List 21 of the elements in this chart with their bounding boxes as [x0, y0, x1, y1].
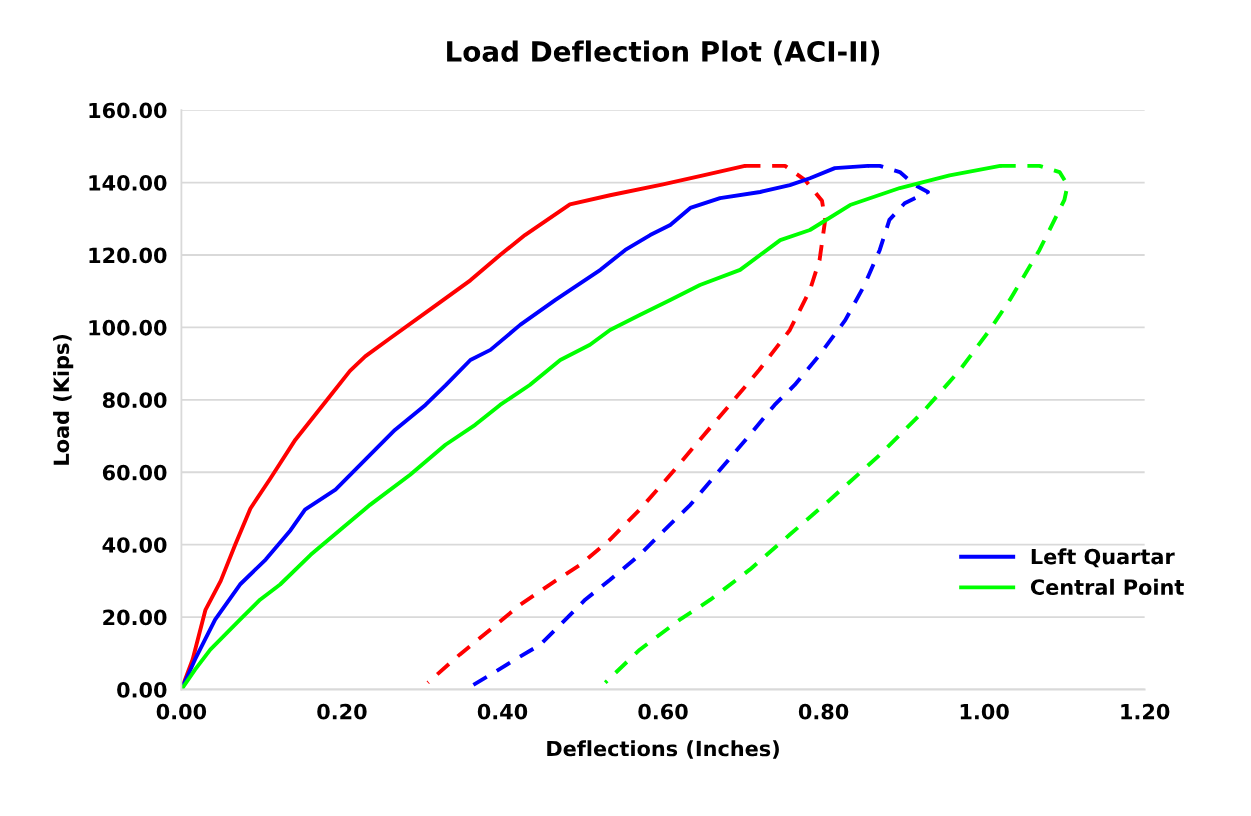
y-axis-title: Load (Kips)	[53, 334, 74, 465]
x-tick-label: 0.40	[477, 703, 528, 720]
y-tick-label: 100.00	[89, 319, 167, 336]
x-tick-label: 1.20	[1121, 703, 1170, 720]
y-tick-label: 160.00	[89, 102, 167, 119]
x-axis-title: Deflections (Inches)	[547, 740, 779, 759]
x-tick-label: 1.00	[960, 703, 1009, 720]
x-tick-label: 0.60	[638, 703, 688, 720]
legend-label: Central Point	[1030, 578, 1184, 595]
y-tick-label: 20.00	[103, 609, 167, 626]
y-tick-label: 60.00	[102, 464, 167, 481]
y-tick-label: 80.00	[102, 392, 167, 409]
x-tick-label: 0.20	[317, 703, 367, 720]
x-tick-label: 0.80	[798, 703, 849, 720]
y-tick-label: 40.00	[102, 537, 167, 553]
chart-title: Load Deflection Plot (ACI-II)	[447, 40, 880, 66]
x-tick-label: 0.00	[156, 703, 207, 720]
y-tick-label: 140.00	[89, 175, 167, 191]
legend-label: Left Quartar	[1031, 548, 1175, 568]
y-tick-label: 120.00	[89, 247, 167, 264]
y-tick-label: 0.00	[117, 681, 167, 698]
